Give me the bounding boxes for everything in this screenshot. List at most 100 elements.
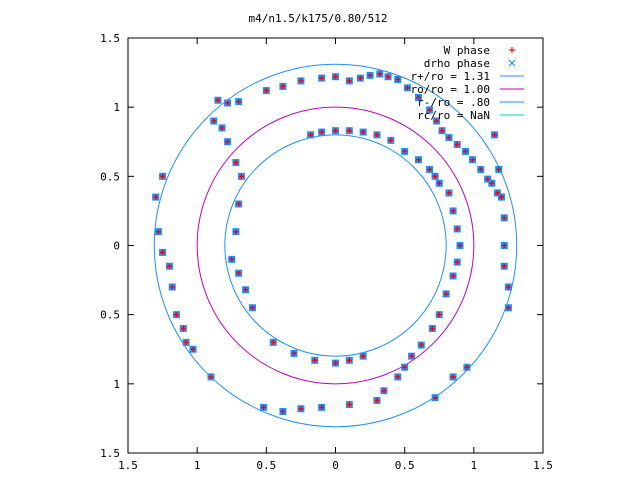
- w-point: [280, 83, 286, 89]
- w-point: [436, 180, 442, 186]
- w-point: [153, 194, 159, 200]
- w-point: [229, 256, 235, 262]
- legend-label: ro/ro = 1.00: [411, 83, 490, 96]
- w-point: [215, 97, 221, 103]
- w-point: [395, 77, 401, 82]
- circle-1_31: [153, 63, 518, 428]
- w-point: [454, 142, 460, 148]
- w-point: [160, 249, 166, 255]
- w-point: [381, 388, 387, 394]
- w-point: [333, 360, 338, 366]
- w-point: [402, 148, 408, 154]
- data-points: [152, 70, 512, 415]
- legend-label: r-/ro = .80: [417, 96, 490, 109]
- w-point: [169, 284, 175, 290]
- w-point: [312, 357, 318, 363]
- w-point: [183, 339, 189, 345]
- w-point: [454, 226, 460, 232]
- w-point: [236, 99, 242, 105]
- w-point: [346, 78, 352, 84]
- w-point: [446, 135, 452, 141]
- y-tick-label: 1: [113, 101, 120, 114]
- w-point: [261, 404, 267, 410]
- w-point: [236, 201, 242, 207]
- w-point: [409, 353, 415, 359]
- w-point: [374, 132, 380, 138]
- w-point: [501, 263, 507, 269]
- w-point: [155, 229, 161, 235]
- w-point: [485, 176, 491, 182]
- w-point: [450, 273, 456, 279]
- w-point: [478, 166, 484, 172]
- w-point: [319, 129, 325, 135]
- w-point: [236, 270, 242, 276]
- w-point: [250, 305, 255, 311]
- chart-title: m4/n1.5/k175/0.80/512: [248, 12, 387, 25]
- w-point: [432, 173, 438, 179]
- w-point: [377, 71, 383, 77]
- w-point: [450, 208, 456, 214]
- w-point: [333, 128, 338, 134]
- w-point: [416, 157, 421, 163]
- w-point: [360, 353, 366, 359]
- w-point: [446, 190, 452, 196]
- w-point: [443, 291, 449, 297]
- w-point: [505, 305, 511, 311]
- w-point: [496, 166, 502, 172]
- w-point: [208, 374, 214, 380]
- w-point: [494, 190, 500, 196]
- x-tick-label: 0: [332, 459, 339, 472]
- w-point: [360, 129, 366, 135]
- w-point: [457, 243, 463, 248]
- w-point: [298, 406, 304, 412]
- y-tick-label: 1.5: [100, 32, 120, 45]
- w-point: [160, 173, 166, 179]
- w-point: [243, 287, 249, 293]
- w-point: [501, 215, 507, 221]
- w-point: [233, 229, 239, 235]
- circle-1: [196, 106, 475, 385]
- y-tick-label: 0.5: [100, 170, 120, 183]
- w-point: [427, 107, 433, 113]
- w-point: [270, 339, 276, 345]
- w-point: [346, 128, 352, 134]
- legend-label: r+/ro = 1.31: [411, 70, 490, 83]
- w-point: [233, 160, 239, 165]
- w-point: [492, 132, 498, 138]
- w-point: [211, 118, 217, 124]
- w-point: [346, 402, 352, 408]
- w-point: [402, 364, 408, 370]
- circle-0_8: [224, 134, 447, 357]
- w-point: [374, 397, 380, 403]
- w-point: [385, 74, 391, 80]
- w-point: [167, 263, 172, 269]
- w-point: [395, 374, 401, 380]
- w-point: [501, 243, 507, 248]
- w-point: [454, 259, 460, 265]
- x-tick-label: 1.5: [533, 459, 553, 472]
- y-tick-label: 0: [113, 240, 120, 253]
- w-point: [450, 374, 456, 380]
- x-tick-label: 0.5: [256, 459, 276, 472]
- w-point: [463, 148, 469, 154]
- w-point: [367, 72, 373, 78]
- legend-label: rc/ro = NaN: [417, 109, 490, 122]
- w-point: [429, 326, 435, 331]
- w-point: [469, 157, 475, 163]
- w-point: [464, 364, 470, 370]
- y-tick-label: 0.5: [100, 309, 120, 322]
- w-point: [173, 312, 179, 318]
- reference-circles: [153, 63, 518, 428]
- w-point: [427, 166, 433, 172]
- x-tick-label: 1.5: [118, 459, 138, 472]
- w-point: [225, 139, 231, 145]
- w-point: [404, 85, 410, 91]
- w-point: [190, 346, 196, 352]
- w-point: [388, 137, 394, 143]
- legend-label: W phase: [444, 44, 490, 57]
- w-point: [333, 74, 338, 80]
- w-point: [499, 194, 504, 200]
- axes: 1.5 1 0.5 0 0.5 1 1.51.510.500.511.5: [100, 32, 553, 472]
